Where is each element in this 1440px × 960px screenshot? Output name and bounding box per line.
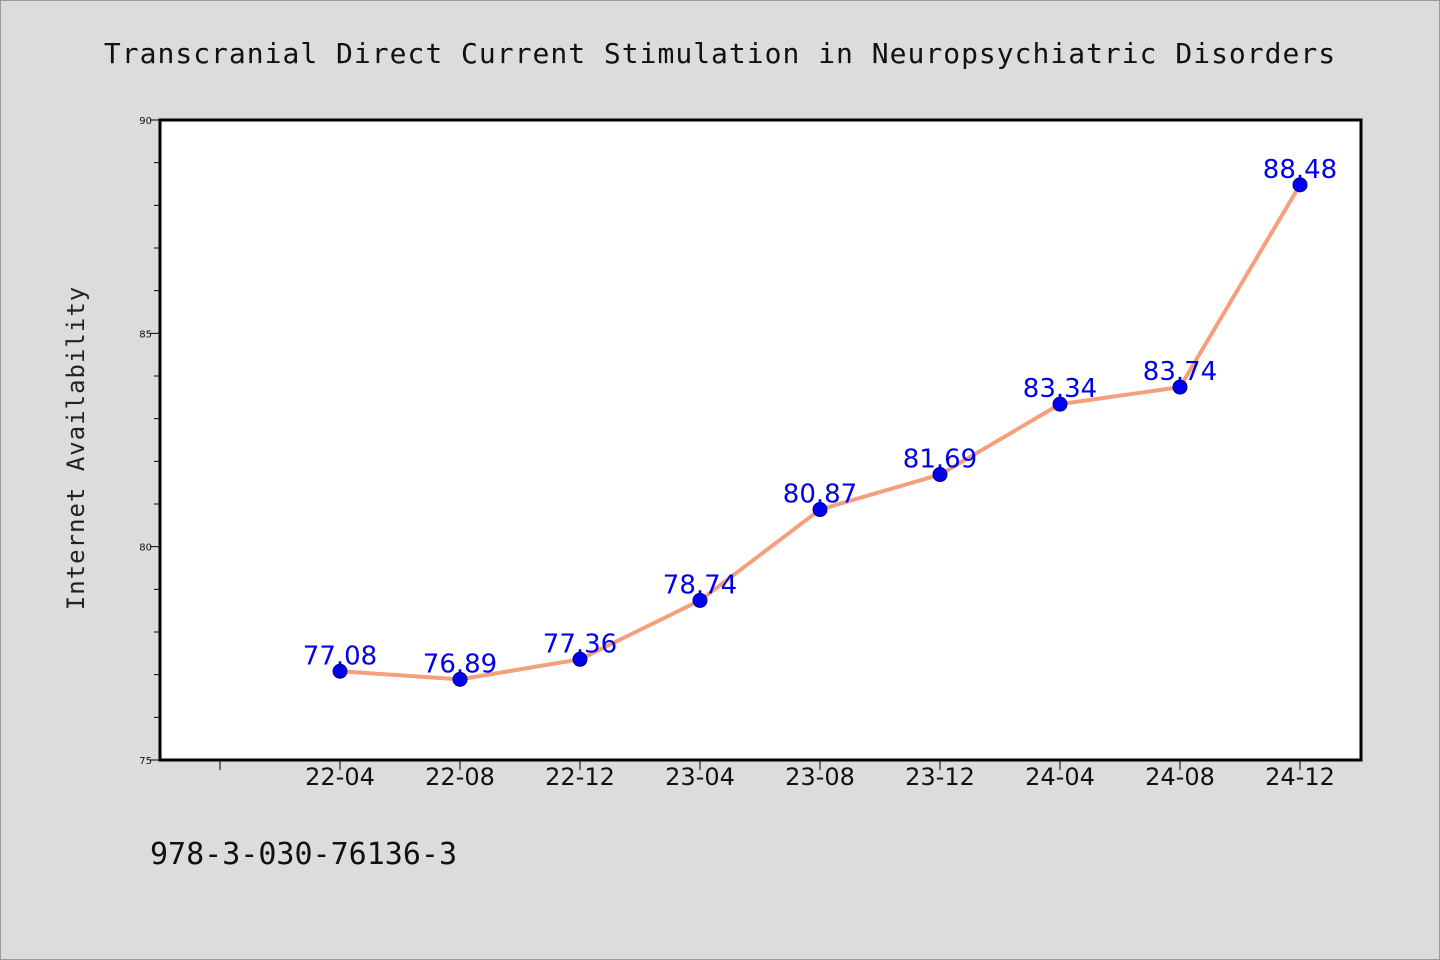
x-tick-label: 24-04 (1025, 763, 1095, 791)
data-label: 77.08 (303, 641, 377, 671)
data-label: 77.36 (543, 629, 617, 659)
data-point (1292, 177, 1308, 193)
data-point (1052, 396, 1068, 412)
data-point (692, 592, 708, 608)
data-label: 81.69 (903, 445, 977, 475)
data-labels-layer: 77.08 76.89 77.36 78.74 80.87 81.69 83.34 83.74… (303, 155, 1337, 680)
x-tick-label: 22-12 (545, 763, 615, 791)
y-axis: 75 80 85 90 (139, 116, 160, 767)
plot-area (158, 118, 1363, 762)
series-layer (332, 177, 1308, 687)
data-point (812, 502, 828, 518)
x-tick-label: 23-08 (785, 763, 855, 791)
isbn-footer: 978-3-030-76136-3 (150, 837, 457, 872)
data-point (1172, 379, 1188, 395)
x-tick-label: 23-12 (905, 763, 975, 791)
y-tick-label: 85 (139, 329, 152, 340)
data-point (932, 467, 948, 483)
data-label: 88.48 (1263, 155, 1337, 185)
x-tick-label: 24-08 (1145, 763, 1215, 791)
data-label: 80.87 (783, 480, 857, 510)
data-label: 76.89 (423, 649, 497, 679)
y-tick-label: 90 (139, 116, 152, 127)
y-tick-label: 80 (139, 543, 152, 554)
x-tick-label: 23-04 (665, 763, 735, 791)
data-point (332, 663, 348, 679)
x-axis: 22-04 22-08 22-12 23-04 23-08 23-12 24-04 24-08… (219, 760, 1335, 791)
chart-title: Transcranial Direct Current Stimulation … (104, 37, 1336, 70)
data-point (572, 651, 588, 667)
data-label: 83.74 (1143, 357, 1217, 387)
y-axis-label: Internet Availability (62, 286, 90, 610)
x-tick-label: 24-12 (1265, 763, 1335, 791)
data-label: 78.74 (663, 570, 737, 600)
x-tick-label: 22-08 (425, 763, 495, 791)
x-tick-label: 22-04 (305, 763, 375, 791)
data-label: 83.34 (1023, 374, 1097, 404)
y-tick-label: 75 (139, 756, 152, 767)
data-point (452, 671, 468, 687)
